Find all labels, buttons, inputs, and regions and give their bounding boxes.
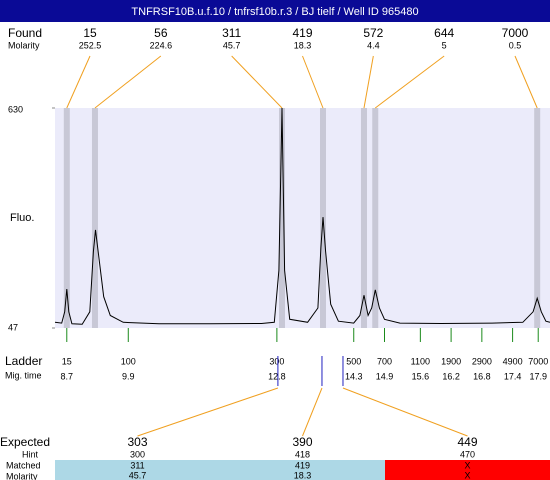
ladder-size: 2900 (472, 356, 492, 366)
molarity-value: 45.7 (129, 470, 147, 480)
title: TNFRSF10B.u.f.10 / tnfrsf10b.r.3 / BJ ti… (131, 6, 418, 18)
expected-connector (342, 387, 468, 437)
y-tick-label: 630 (8, 104, 23, 114)
ladder-label: Ladder (5, 354, 42, 368)
ladder-size: 100 (121, 356, 136, 366)
peak-connector (374, 55, 445, 109)
found-molarity: 4.4 (367, 40, 380, 50)
expected-connector (302, 387, 323, 437)
found-molarity: 5 (442, 40, 447, 50)
found-size: 15 (83, 26, 97, 40)
expected-label: Expected (0, 435, 50, 449)
found-molarity: 18.3 (294, 40, 312, 50)
molarity-cell (55, 471, 220, 480)
peak-band (534, 108, 541, 328)
ladder-size: 15 (62, 356, 72, 366)
matched-cell (385, 460, 550, 471)
peak-band (91, 108, 98, 328)
y-label: Fluo. (10, 212, 34, 224)
peak-connector (94, 55, 162, 109)
ladder-size: 1100 (411, 356, 430, 366)
found-size: 7000 (502, 26, 529, 40)
expected-size: 390 (292, 435, 312, 449)
y-tick-label: 47 (8, 322, 18, 332)
ladder-time: 9.9 (122, 371, 135, 381)
found-label: Found (8, 26, 42, 40)
found-size: 644 (434, 26, 454, 40)
molarity-label: Molarity (8, 40, 40, 50)
molarity-cell (385, 471, 550, 480)
peak-band (63, 108, 70, 328)
ladder-time: 17.9 (529, 371, 547, 381)
expected-size: 449 (457, 435, 477, 449)
ladder-time: 14.9 (376, 371, 394, 381)
trace (54, 107, 550, 325)
ladder-time: 16.8 (473, 371, 491, 381)
peak-connector (66, 55, 91, 109)
peak-connector (514, 55, 538, 109)
found-molarity: 0.5 (509, 40, 522, 50)
expected-size: 303 (127, 435, 147, 449)
mig-time-label: Mig. time (5, 370, 42, 380)
ladder-time: 15.6 (412, 371, 430, 381)
ladder-time: 16.2 (442, 371, 460, 381)
hint-label: Hint (22, 449, 39, 459)
peak-band (360, 108, 367, 328)
ladder-size: 500 (346, 356, 361, 366)
hint-value: 470 (460, 449, 475, 459)
peak-connector (363, 55, 374, 109)
expected-connector (137, 387, 279, 437)
ladder-size: 7000 (528, 356, 548, 366)
ladder-size: 4900 (503, 356, 523, 366)
found-size: 572 (363, 26, 383, 40)
found-size: 311 (222, 26, 241, 40)
found-molarity: 252.5 (79, 40, 102, 50)
peak-band (279, 108, 286, 328)
matched-value: X (464, 460, 470, 470)
hint-value: 418 (295, 449, 310, 459)
matched-value: 419 (295, 460, 310, 470)
matched-label: Matched (6, 460, 41, 470)
molarity-cell (220, 471, 385, 480)
ladder-size: 300 (269, 356, 284, 366)
matched-value: 311 (130, 460, 144, 470)
matched-cell (220, 460, 385, 471)
peak-connector (231, 55, 283, 109)
matched-cell (55, 460, 220, 471)
ladder-size: 700 (377, 356, 392, 366)
ladder-time: 8.7 (61, 371, 74, 381)
ladder-time: 14.3 (345, 371, 363, 381)
found-size: 419 (292, 26, 312, 40)
molarity-row-label: Molarity (6, 471, 38, 480)
found-molarity: 224.6 (150, 40, 173, 50)
ladder-time: 17.4 (504, 371, 522, 381)
molarity-value: 18.3 (294, 470, 312, 480)
found-size: 56 (154, 26, 168, 40)
found-molarity: 45.7 (223, 40, 241, 50)
hint-value: 300 (130, 449, 145, 459)
peak-band (372, 108, 379, 328)
peak-connector (302, 55, 324, 109)
plot-area (55, 108, 550, 328)
title-bar (0, 0, 550, 22)
ladder-time: 12.8 (268, 371, 286, 381)
ladder-size: 1900 (441, 356, 461, 366)
molarity-value: X (464, 470, 470, 480)
